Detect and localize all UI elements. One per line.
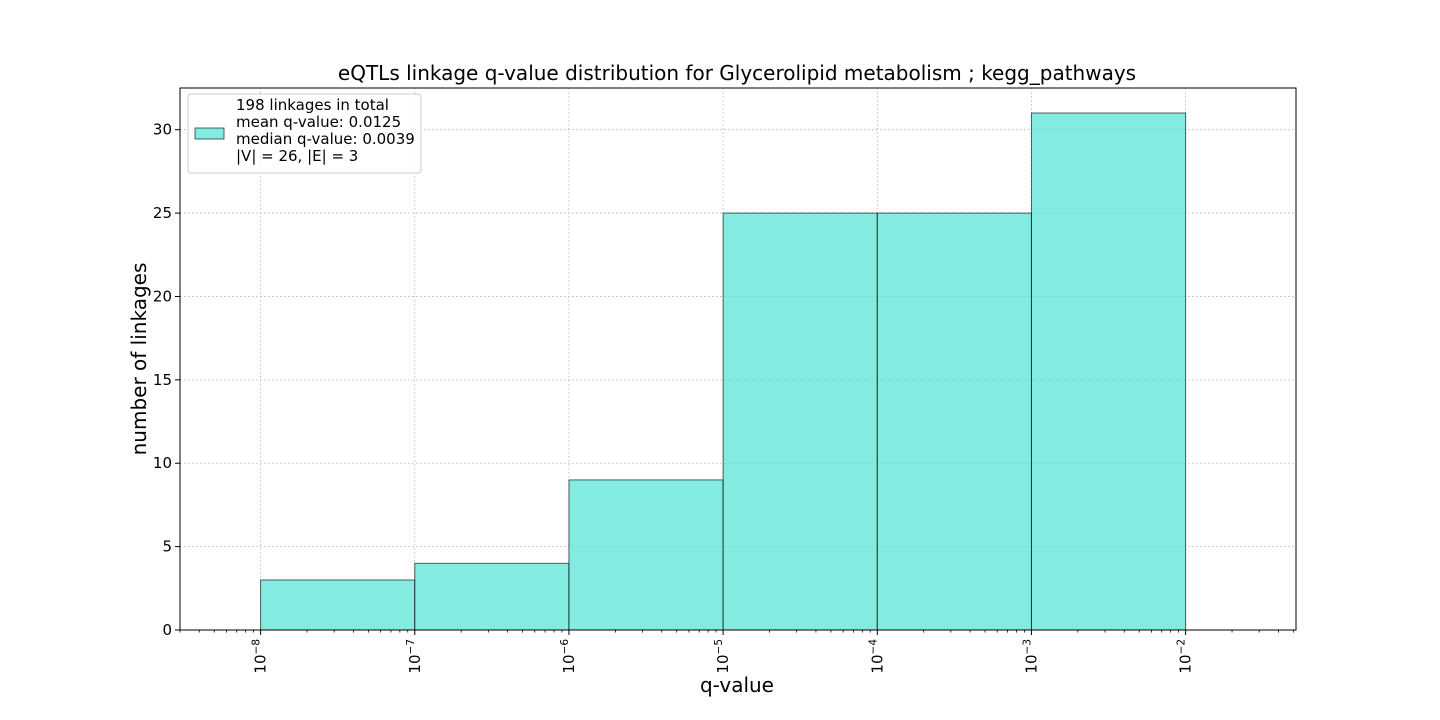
y-tick-label-4: 20 bbox=[153, 287, 172, 305]
x-tick-label-5: 10−3 bbox=[1021, 639, 1040, 674]
histogram-bar-0 bbox=[260, 579, 416, 631]
legend-line-mean: mean q-value: 0.0125 bbox=[236, 113, 401, 131]
x-tick-label-3: 10−5 bbox=[713, 639, 732, 674]
x-tick-label-4: 10−4 bbox=[867, 639, 886, 674]
y-tick-label-1: 5 bbox=[162, 538, 172, 556]
legend-box bbox=[187, 93, 422, 174]
histogram-bar-1 bbox=[414, 562, 570, 631]
x-tick-label-2: 10−6 bbox=[559, 639, 578, 674]
x-axis-label: q-value bbox=[700, 673, 774, 697]
legend: 198 linkages in total mean q-value: 0.01… bbox=[187, 93, 422, 174]
chart-title: eQTLs linkage q-value distribution for G… bbox=[338, 61, 1136, 85]
legend-swatch bbox=[194, 127, 225, 140]
y-axis-label: number of linkages bbox=[127, 263, 151, 456]
y-tick-label-2: 10 bbox=[153, 454, 172, 472]
y-tick-label-0: 0 bbox=[162, 621, 172, 639]
histogram-bar-5 bbox=[1030, 112, 1187, 631]
y-tick-label-5: 25 bbox=[153, 204, 172, 222]
y-axis-ticks: 0 5 10 15 20 25 30 bbox=[153, 121, 180, 639]
legend-line-graph-size: |V| = 26, |E| = 3 bbox=[236, 147, 358, 165]
histogram-bar-2 bbox=[568, 479, 724, 631]
x-tick-label-0: 10−8 bbox=[251, 639, 270, 674]
legend-line-median: median q-value: 0.0039 bbox=[236, 130, 415, 148]
legend-line-total: 198 linkages in total bbox=[236, 96, 389, 114]
y-tick-label-6: 30 bbox=[153, 121, 172, 139]
histogram-bar-3 bbox=[722, 212, 878, 631]
x-tick-label-1: 10−7 bbox=[405, 639, 424, 674]
bars bbox=[260, 112, 1187, 631]
histogram-bar-4 bbox=[876, 212, 1032, 631]
x-axis-ticks: 10−8 10−7 10−6 10−5 10−4 10−3 10−2 bbox=[179, 630, 1294, 674]
plot-frame bbox=[179, 87, 1297, 631]
x-tick-label-6: 10−2 bbox=[1176, 639, 1195, 674]
y-tick-label-3: 15 bbox=[153, 371, 172, 389]
